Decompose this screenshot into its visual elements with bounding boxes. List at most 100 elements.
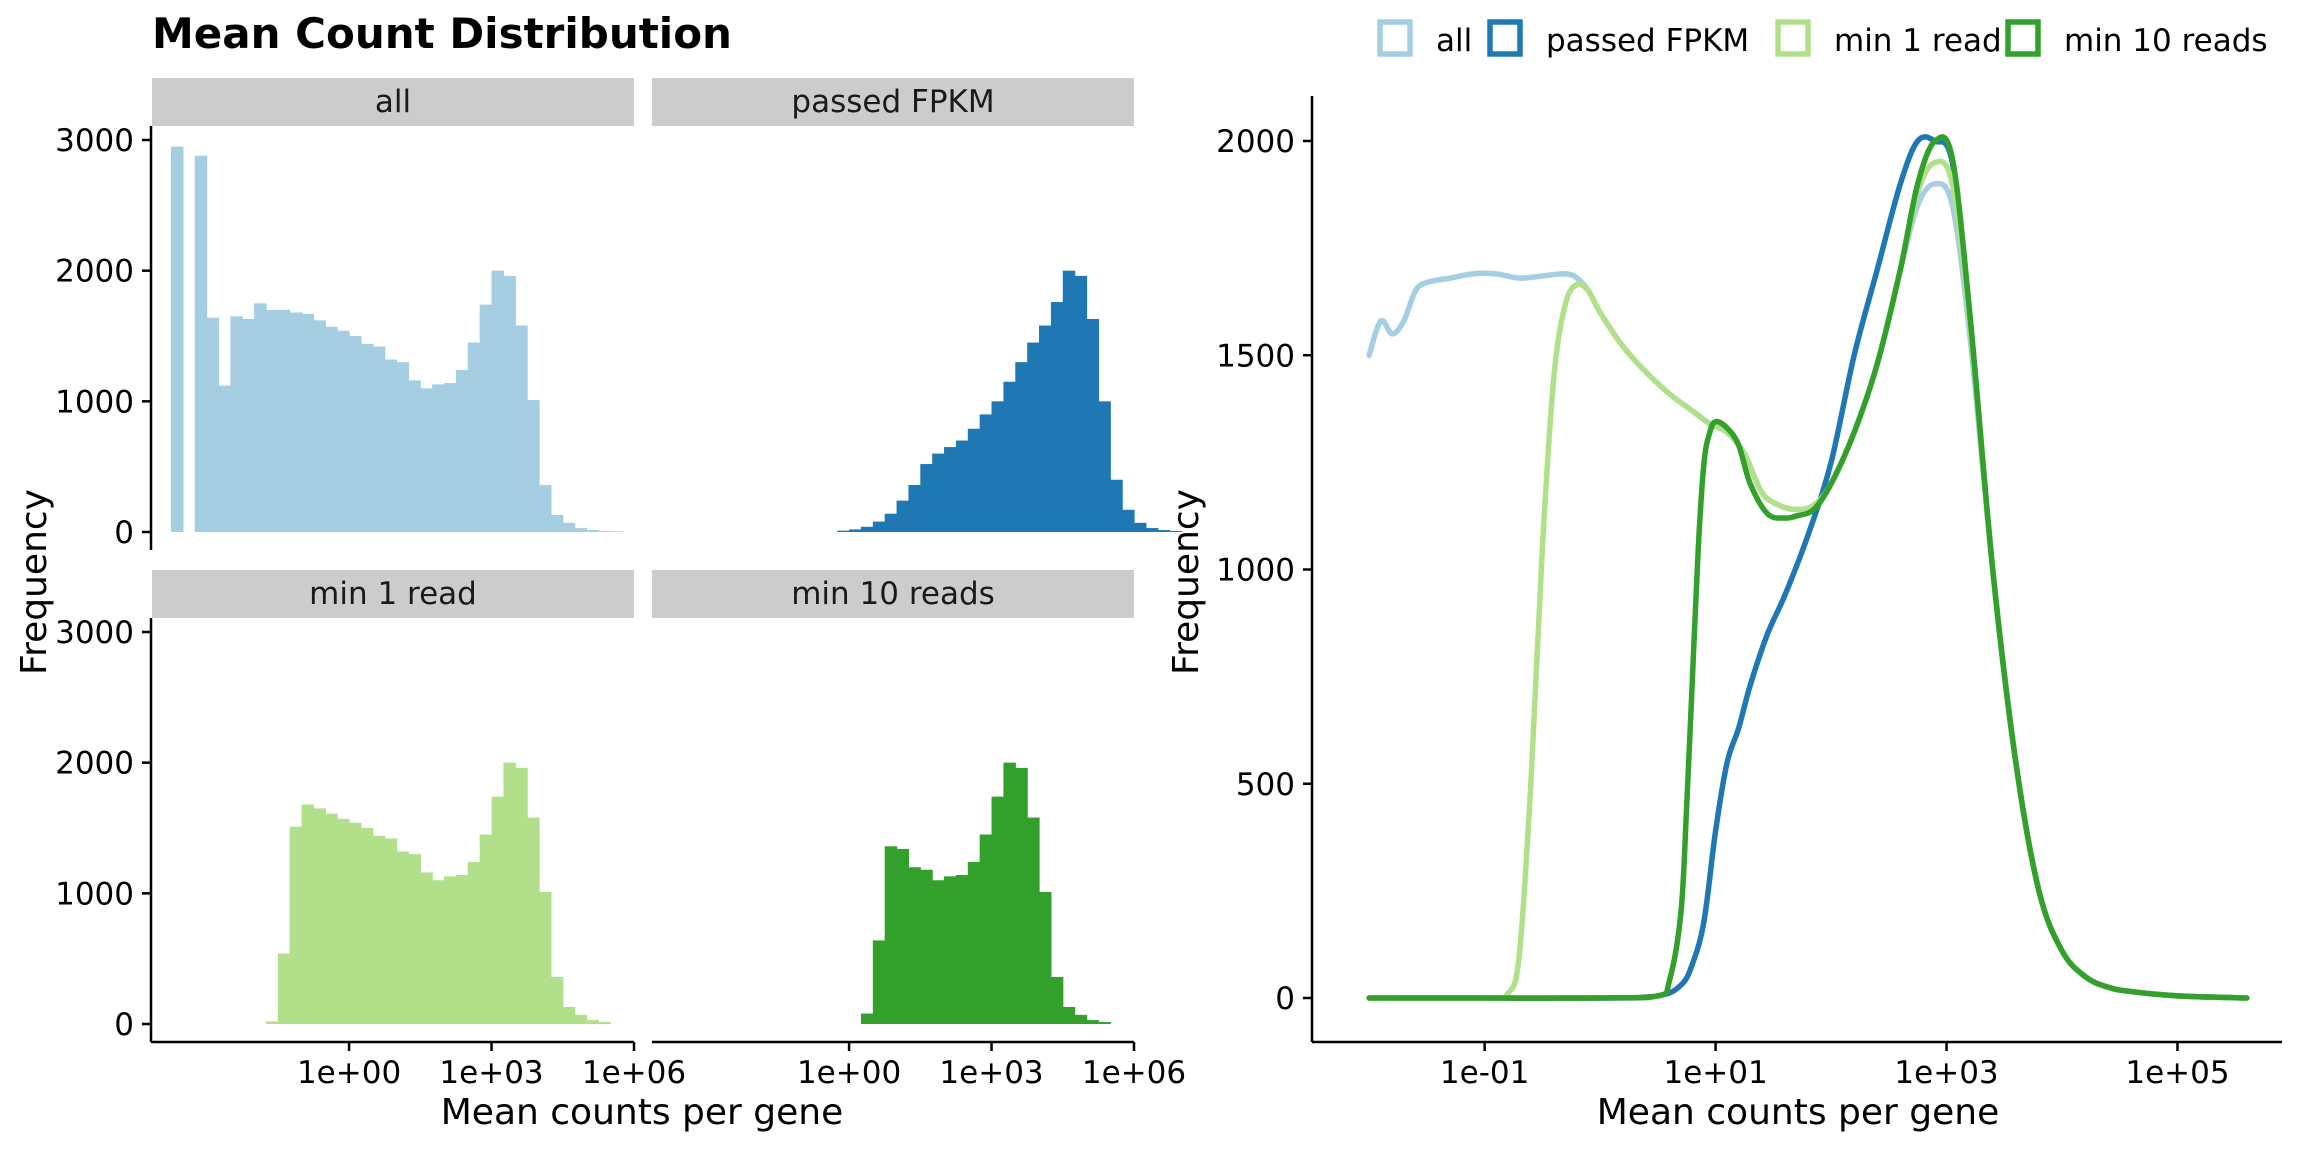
y-tick-label: 1000 bbox=[1216, 553, 1295, 589]
histogram-bar bbox=[991, 401, 1005, 532]
histogram-bar bbox=[313, 320, 326, 532]
histogram-bar bbox=[384, 359, 398, 532]
histogram-bar bbox=[337, 818, 350, 1024]
histogram-bar bbox=[1074, 1014, 1088, 1024]
histogram-bar bbox=[598, 1022, 611, 1024]
histogram-bar bbox=[360, 828, 374, 1024]
x-tick-label: 1e+06 bbox=[1082, 1055, 1186, 1091]
histogram-bar bbox=[349, 822, 362, 1024]
histogram-bar bbox=[955, 875, 969, 1024]
histogram-bar bbox=[254, 303, 267, 532]
histogram-bar bbox=[1039, 892, 1052, 1024]
strip-min-1-read-label: min 1 read bbox=[309, 576, 477, 612]
histogram-bar bbox=[1050, 302, 1064, 532]
histogram-bar bbox=[932, 453, 945, 532]
histogram-bar bbox=[849, 529, 862, 532]
histogram-bar bbox=[884, 846, 898, 1024]
histogram-bar bbox=[920, 464, 933, 532]
x-tick-label: 1e+03 bbox=[939, 1055, 1043, 1091]
histogram-bar bbox=[1086, 1020, 1099, 1024]
histogram-bar bbox=[360, 343, 374, 532]
histogram-bar bbox=[1015, 362, 1028, 532]
y-tick-label: 1000 bbox=[55, 876, 134, 912]
histogram-bar bbox=[444, 876, 457, 1024]
histogram-bar bbox=[1145, 528, 1159, 532]
figure-title: Mean Count Distribution bbox=[152, 9, 732, 58]
histogram-bar bbox=[194, 155, 208, 532]
histogram-bar bbox=[586, 530, 599, 532]
histogram-bar bbox=[979, 414, 993, 532]
histogram-bar bbox=[920, 869, 933, 1024]
histogram-bar bbox=[562, 1007, 576, 1024]
histogram-bar bbox=[277, 309, 291, 532]
histogram-bar bbox=[539, 484, 552, 532]
histogram-bar bbox=[1062, 270, 1076, 532]
y-tick-label: 2000 bbox=[55, 254, 134, 290]
strip-passed-fpkm-label: passed FPKM bbox=[791, 84, 994, 120]
y-tick-label: 0 bbox=[1275, 981, 1295, 1017]
histogram-bar bbox=[503, 275, 516, 532]
density-panel: all passed FPKM min 1 read min 10 reads 0 50… bbox=[1166, 19, 2282, 1133]
histogram-bar bbox=[206, 317, 220, 532]
histogram-bar bbox=[420, 872, 433, 1024]
histogram-bar bbox=[289, 826, 303, 1024]
histogram-bar bbox=[337, 330, 350, 532]
histogram-bar bbox=[432, 880, 445, 1024]
histogram-bar bbox=[384, 838, 398, 1024]
density-x-axis-title: Mean counts per gene bbox=[1597, 1092, 2000, 1133]
strip-min-10-reads bbox=[652, 570, 1134, 618]
histogram-bar bbox=[837, 530, 850, 532]
y-tick-label: 0 bbox=[114, 1007, 134, 1043]
histogram-bars bbox=[171, 146, 1183, 1024]
histogram-bar bbox=[515, 325, 528, 532]
histogram-bar bbox=[1110, 479, 1123, 532]
histogram-bar bbox=[1074, 275, 1088, 532]
histogram-bar bbox=[455, 875, 469, 1024]
x-tick-label: 1e+06 bbox=[582, 1055, 686, 1091]
legend-key-min-1-read bbox=[1775, 19, 1811, 57]
strip-min-10-reads-label: min 10 reads bbox=[791, 576, 995, 612]
x-tick-label: 1e+01 bbox=[1663, 1055, 1767, 1091]
histogram-bar bbox=[1027, 817, 1040, 1024]
histogram-bar bbox=[967, 428, 981, 532]
histogram-x-ticks: 1e+00 1e+03 1e+06 1e+00 1e+03 1e+06 bbox=[297, 1042, 1186, 1091]
histogram-bar bbox=[1062, 1007, 1076, 1024]
histogram-bar bbox=[1015, 767, 1028, 1024]
histogram-bar bbox=[289, 312, 303, 532]
histogram-bar bbox=[610, 531, 623, 532]
histogram-x-axis-title: Mean counts per gene bbox=[441, 1092, 844, 1133]
x-tick-label: 1e+00 bbox=[297, 1055, 401, 1091]
histogram-bar bbox=[932, 880, 945, 1024]
histogram-bar bbox=[967, 861, 981, 1024]
legend-label: min 10 reads bbox=[2064, 23, 2268, 59]
histogram-bar bbox=[1098, 401, 1111, 532]
y-tick-label: 2000 bbox=[1216, 124, 1295, 160]
histogram-bar bbox=[1086, 319, 1099, 532]
histogram-bar bbox=[396, 851, 410, 1024]
legend-key-min-10-reads bbox=[2005, 19, 2041, 57]
histogram-bar bbox=[527, 400, 540, 532]
histogram-bar bbox=[349, 336, 362, 532]
histogram-bar bbox=[1027, 342, 1040, 532]
legend-label: min 1 read bbox=[1834, 23, 2002, 59]
density-y-axis-title: Frequency bbox=[1166, 489, 1207, 675]
strip-min-1-read bbox=[152, 570, 634, 618]
histogram-bar bbox=[860, 1013, 874, 1024]
histogram-bar bbox=[265, 309, 279, 532]
histogram-bar bbox=[408, 854, 421, 1024]
histogram-bar bbox=[230, 316, 243, 532]
y-tick-label: 1000 bbox=[55, 384, 134, 420]
histogram-bar bbox=[550, 976, 564, 1024]
x-tick-label: 1e+05 bbox=[2125, 1055, 2229, 1091]
histogram-bar bbox=[598, 530, 611, 532]
histogram-bar bbox=[991, 796, 1005, 1024]
strip-passed-fpkm bbox=[652, 78, 1134, 126]
histogram-bar bbox=[527, 817, 540, 1024]
histogram-bar bbox=[242, 319, 255, 532]
histogram-bar bbox=[908, 484, 921, 532]
x-tick-label: 1e+03 bbox=[1894, 1055, 1998, 1091]
y-tick-label: 2000 bbox=[55, 746, 134, 782]
histogram-bar bbox=[491, 270, 505, 532]
histogram-bar bbox=[265, 1021, 279, 1024]
histogram-bar bbox=[396, 362, 410, 532]
